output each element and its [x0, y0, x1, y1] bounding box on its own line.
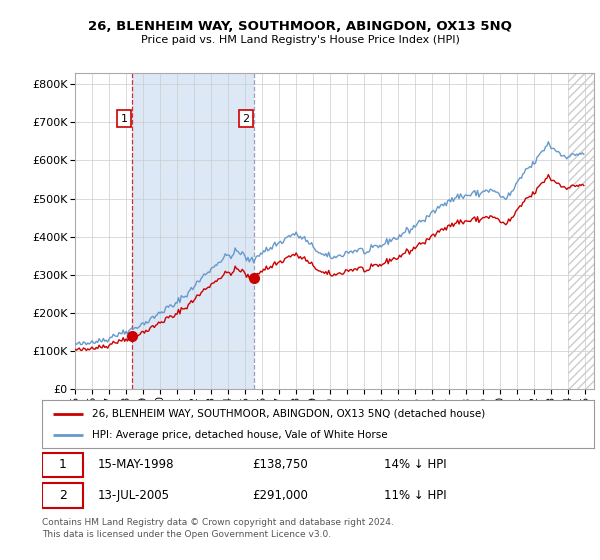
Text: 1: 1: [121, 114, 127, 124]
Text: £291,000: £291,000: [252, 489, 308, 502]
Text: 26, BLENHEIM WAY, SOUTHMOOR, ABINGDON, OX13 5NQ: 26, BLENHEIM WAY, SOUTHMOOR, ABINGDON, O…: [88, 20, 512, 32]
Text: 13-JUL-2005: 13-JUL-2005: [97, 489, 169, 502]
Text: 2: 2: [242, 114, 249, 124]
FancyBboxPatch shape: [42, 452, 83, 477]
Text: HPI: Average price, detached house, Vale of White Horse: HPI: Average price, detached house, Vale…: [92, 430, 388, 440]
Bar: [133, 73, 254, 389]
Text: 1: 1: [59, 458, 67, 472]
Text: Contains HM Land Registry data © Crown copyright and database right 2024.
This d: Contains HM Land Registry data © Crown c…: [42, 518, 394, 539]
FancyBboxPatch shape: [42, 483, 83, 508]
Text: 2: 2: [59, 489, 67, 502]
Text: 26, BLENHEIM WAY, SOUTHMOOR, ABINGDON, OX13 5NQ (detached house): 26, BLENHEIM WAY, SOUTHMOOR, ABINGDON, O…: [92, 409, 485, 419]
Bar: [568, 73, 594, 389]
Text: 15-MAY-1998: 15-MAY-1998: [97, 458, 174, 472]
Text: 11% ↓ HPI: 11% ↓ HPI: [384, 489, 447, 502]
Text: Price paid vs. HM Land Registry's House Price Index (HPI): Price paid vs. HM Land Registry's House …: [140, 35, 460, 45]
Text: £138,750: £138,750: [252, 458, 308, 472]
Text: 14% ↓ HPI: 14% ↓ HPI: [384, 458, 447, 472]
